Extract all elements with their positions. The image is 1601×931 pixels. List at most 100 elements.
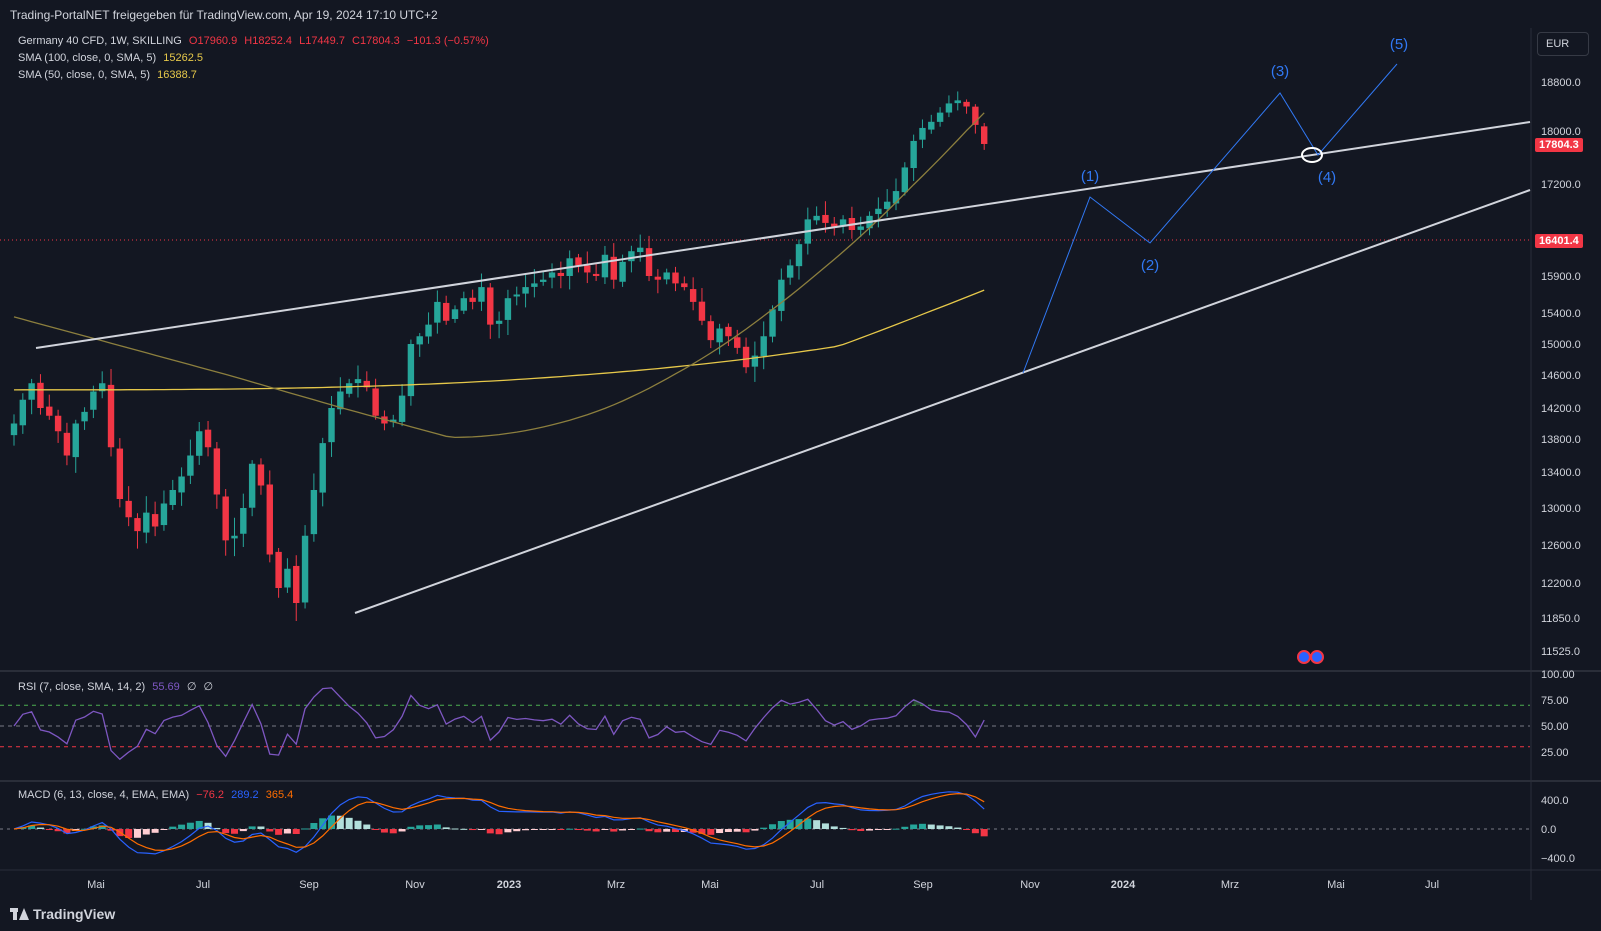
candle-body: [390, 419, 397, 423]
top-bar: Trading-PortalNET freigegeben für Tradin…: [0, 0, 1601, 28]
candle-body: [345, 383, 353, 394]
macd-hist-bar: [786, 819, 794, 829]
macd-hist-bar: [319, 818, 327, 829]
macd-hist-bar: [883, 829, 891, 830]
candle-body: [707, 321, 714, 341]
macd-hist-bar: [583, 829, 591, 831]
macd-hist-bar: [742, 829, 750, 833]
price-tick-label: 18000.0: [1541, 126, 1581, 138]
macd-tick-label: 0.0: [1541, 824, 1556, 836]
macd-hist-bar: [28, 825, 36, 829]
price-tick-label: 17200.0: [1541, 179, 1581, 191]
sma50-legend[interactable]: SMA (50, close, 0, SMA, 5) 16388.7: [18, 69, 201, 81]
macd-hist-bar: [195, 820, 203, 829]
candle-body: [513, 294, 520, 297]
candle-body: [469, 297, 476, 302]
macd-hist-bar: [777, 821, 785, 829]
event-icon[interactable]: [1297, 650, 1311, 664]
candle-body: [557, 272, 565, 276]
macd-hist-bar: [839, 827, 847, 829]
candle-body: [398, 395, 406, 422]
macd-hist-bar: [698, 829, 706, 834]
candle-body: [222, 496, 229, 541]
candle-body: [434, 301, 441, 323]
candle-body: [760, 336, 767, 357]
price-tick-label: 13800.0: [1541, 434, 1581, 446]
macd-hist-bar: [169, 826, 177, 829]
macd-hist-bar: [592, 829, 600, 832]
candle-body: [963, 101, 970, 107]
price-tick-label: 11525.0: [1541, 646, 1580, 658]
tradingview-logo[interactable]: TradingView: [10, 906, 115, 922]
candle-body: [284, 568, 291, 588]
candle-body: [725, 326, 732, 337]
candle-body: [204, 429, 212, 448]
symbol-label[interactable]: Germany 40 CFD, 1W, SKILLING: [18, 35, 182, 47]
event-icon[interactable]: [1310, 650, 1324, 664]
lower-trendline: [354, 189, 1531, 614]
time-tick-label: Jul: [196, 879, 210, 891]
macd-hist-bar: [133, 829, 141, 838]
macd-hist-bar: [283, 829, 291, 834]
upper-trendline: [35, 121, 1531, 349]
macd-hist-bar: [151, 829, 159, 833]
price-tick-label: 15000.0: [1541, 339, 1581, 351]
candle-body: [46, 406, 53, 416]
macd-hist-bar: [345, 817, 353, 829]
macd-hist-bar: [486, 829, 494, 834]
wave-label: (2): [1141, 257, 1159, 274]
candle-body: [416, 336, 423, 345]
candle-body: [831, 223, 838, 227]
macd-hist-bar: [513, 829, 521, 832]
macd-hist-bar: [451, 828, 459, 830]
candle-body: [495, 320, 503, 324]
candle-body: [107, 384, 115, 448]
rsi-legend[interactable]: RSI (7, close, SMA, 14, 2) 55.69 ∅ ∅: [18, 680, 217, 693]
macd-hist-bar: [292, 829, 300, 834]
candle-body: [460, 298, 468, 311]
macd-hist-bar: [266, 829, 274, 832]
macd-hist-bar: [857, 829, 865, 832]
macd-hist-bar: [627, 829, 635, 830]
candle-body: [786, 265, 794, 278]
macd-legend[interactable]: MACD (6, 13, close, 4, EMA, EMA) −76.2 2…: [18, 789, 297, 801]
currency-button[interactable]: EUR: [1537, 32, 1589, 56]
candle-body: [240, 508, 247, 534]
candle-body: [928, 121, 935, 130]
macd-hist-bar: [548, 829, 556, 830]
candle-body: [575, 257, 582, 266]
candle-body: [169, 490, 176, 505]
macd-hist-bar: [733, 829, 741, 832]
candle-body: [901, 167, 909, 193]
macd-hist-bar: [892, 828, 900, 830]
macd-hist-bar: [601, 829, 609, 830]
macd-hist-bar: [504, 829, 512, 833]
macd-hist-bar: [389, 829, 397, 834]
sma100-legend[interactable]: SMA (100, close, 0, SMA, 5) 15262.5: [18, 52, 207, 64]
candle-body: [592, 273, 600, 276]
candle-body: [637, 247, 644, 253]
macd-hist-bar: [222, 829, 230, 834]
macd-hist-bar: [63, 829, 71, 834]
macd-hist-bar: [619, 829, 627, 831]
candle-body: [425, 324, 432, 337]
macd-hist-bar: [813, 820, 821, 829]
candle-body: [266, 484, 273, 555]
sma100-line: [13, 289, 985, 391]
price-tick-label: 11850.0: [1541, 613, 1580, 625]
macd-tick-label: −400.0: [1541, 853, 1575, 865]
candle-body: [19, 399, 27, 426]
macd-hist-bar: [186, 822, 194, 829]
rsi-extra1: ∅: [186, 681, 197, 693]
tv-logo-icon: [10, 908, 29, 920]
macd-hist-bar: [610, 829, 618, 832]
elliott-wave-line: [1022, 63, 1398, 374]
publish-info: Trading-PortalNET freigegeben für Tradin…: [10, 8, 438, 22]
candle-body: [372, 388, 379, 416]
macd-hist-bar: [689, 829, 697, 833]
macd-hist-bar: [954, 827, 962, 829]
candle-body: [822, 214, 829, 223]
candle-body: [813, 215, 820, 221]
candle-body: [548, 272, 556, 278]
